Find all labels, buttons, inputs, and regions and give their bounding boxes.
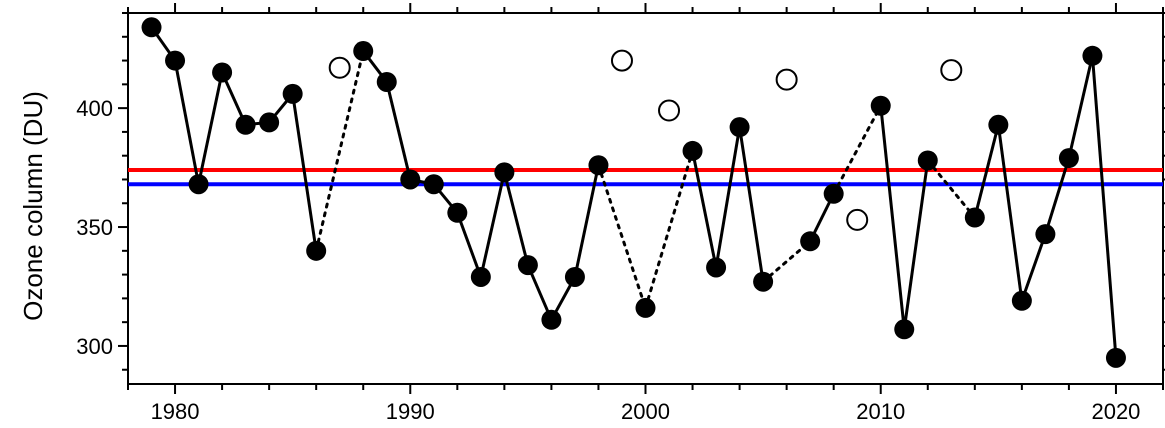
x-tick-label-2010: 2010	[856, 399, 905, 424]
data-markers	[141, 17, 1126, 368]
data-point-1985	[282, 83, 303, 104]
open-point-1999	[610, 49, 633, 72]
reference-lines	[128, 167, 1163, 187]
data-point-1986	[306, 240, 327, 261]
data-point-1983	[235, 114, 256, 135]
y-tick-label-350: 350	[76, 215, 113, 240]
x-tick-label-1990: 1990	[386, 399, 435, 424]
y-tick-label-300: 300	[76, 334, 113, 359]
data-point-1984	[259, 112, 280, 133]
line-segment	[879, 105, 906, 330]
line-segment	[691, 150, 718, 268]
data-point-2007	[800, 231, 821, 252]
line-segment	[738, 126, 765, 282]
line-segment	[573, 164, 600, 278]
line-segment	[455, 212, 483, 278]
data-point-2012	[917, 150, 938, 171]
axes: 1980 1990 2000 2010 2020 300 350 400	[76, 3, 1165, 424]
data-point-2015	[988, 114, 1009, 135]
data-point-1979	[141, 17, 162, 38]
data-point-1993	[470, 266, 491, 287]
data-point-1994	[494, 162, 515, 183]
gap-link	[832, 104, 883, 196]
open-point-2001	[658, 99, 681, 122]
line-segment	[197, 72, 224, 185]
gap-link	[761, 239, 812, 284]
line-segment	[902, 160, 930, 330]
line-segment	[173, 60, 201, 185]
data-point-2014	[964, 207, 985, 228]
data-point-2002	[682, 140, 703, 161]
data-point-2020	[1105, 347, 1126, 368]
data-point-2005	[753, 271, 774, 292]
line-segment	[291, 93, 318, 252]
data-point-2017	[1035, 224, 1056, 245]
data-point-2011	[894, 319, 915, 340]
line-segment	[479, 172, 506, 278]
x-tick-label-2020: 2020	[1091, 399, 1140, 424]
data-point-2003	[706, 257, 727, 278]
data-point-2000	[635, 297, 656, 318]
data-point-2010	[870, 95, 891, 116]
gap-link	[644, 149, 695, 310]
data-point-2004	[729, 117, 750, 138]
data-point-1981	[188, 174, 209, 195]
open-point-2009	[846, 208, 869, 231]
data-point-1991	[423, 174, 444, 195]
line-segment	[1067, 55, 1094, 159]
line-segment	[385, 81, 412, 180]
x-tick-label-2000: 2000	[621, 399, 670, 424]
data-point-1988	[353, 41, 374, 62]
line-segment	[1043, 157, 1071, 235]
data-point-1992	[447, 202, 468, 223]
data-point-1996	[541, 309, 562, 330]
line-segment	[1090, 55, 1118, 358]
line-segment	[502, 171, 530, 266]
open-point-2013	[940, 59, 963, 82]
data-point-2018	[1058, 148, 1079, 169]
data-point-1982	[212, 62, 233, 83]
data-point-2008	[823, 183, 844, 204]
gap-link	[314, 49, 365, 253]
y-axis-label: Ozone column (DU)	[18, 91, 48, 321]
dotted-gap-lines	[314, 49, 977, 310]
line-segment	[973, 124, 1000, 218]
line-segment	[996, 124, 1024, 301]
data-point-2016	[1011, 290, 1032, 311]
data-point-1990	[400, 169, 421, 190]
y-tick-label-400: 400	[76, 96, 113, 121]
data-point-1989	[376, 71, 397, 92]
open-point-2006	[775, 68, 798, 91]
series-line	[150, 26, 1118, 358]
gap-link	[926, 158, 977, 220]
data-point-2019	[1082, 45, 1103, 66]
gap-link	[596, 163, 647, 310]
line-segment	[714, 126, 742, 268]
data-point-1997	[564, 266, 585, 287]
x-tick-label-1980: 1980	[151, 399, 200, 424]
data-point-1980	[165, 50, 186, 71]
data-point-1998	[588, 155, 609, 176]
data-point-1995	[517, 255, 538, 276]
open-point-1987	[328, 56, 351, 79]
line-segment	[1020, 233, 1047, 302]
